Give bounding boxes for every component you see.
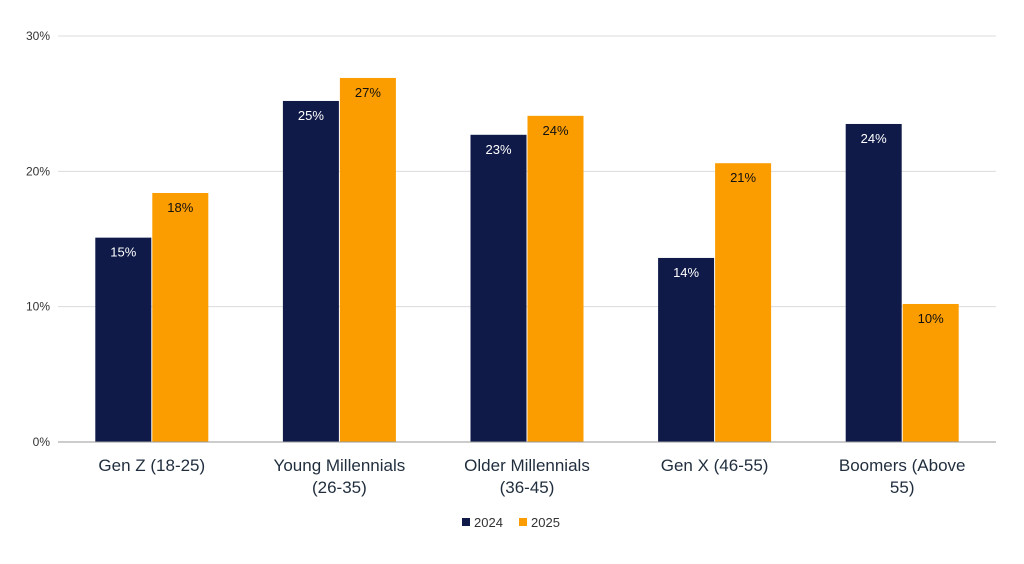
legend-label-2024: 2024 [474,515,503,530]
bar-2025-4 [902,303,959,442]
data-label-2025-3: 21% [730,170,756,185]
bar-2024-3 [658,257,715,442]
bar-2025-0 [152,192,209,442]
data-label-2024-4: 24% [861,131,887,146]
bar-2024-4 [845,123,902,442]
data-label-2025-4: 10% [918,311,944,326]
x-category-label: Young Millennials [274,456,406,475]
legend-swatch-2024 [462,518,470,526]
legend: 2024 2025 [462,515,560,530]
data-label-2024-0: 15% [110,245,136,260]
x-category-label: 55) [890,478,915,497]
y-tick-label: 0% [33,435,51,449]
bar-2024-2 [470,134,527,442]
data-label-2025-1: 27% [355,85,381,100]
y-tick-label: 30% [26,29,50,43]
y-tick-label: 20% [26,164,50,178]
data-labels: 15% 18% 25% 27% 23% 24% 14% 21% 24% 10% [110,85,944,326]
gridlines [58,35,996,308]
bar-2024-0 [95,237,152,442]
y-tick-label: 10% [26,300,50,314]
x-category-label: Gen Z (18-25) [98,456,205,475]
x-category-label: (26-35) [312,478,367,497]
bar-2025-2 [527,115,584,442]
data-label-2024-2: 23% [485,142,511,157]
x-category-label: Boomers (Above [839,456,966,475]
bar-2025-3 [715,163,772,443]
x-axis-category-labels: Gen Z (18-25) Young Millennials (26-35) Old… [98,456,965,497]
bar-2024-1 [282,100,339,443]
x-category-label: Gen X (46-55) [661,456,769,475]
legend-label-2025: 2025 [531,515,560,530]
x-category-label: Older Millennials [464,456,590,475]
x-category-label: (36-45) [500,478,555,497]
data-label-2025-0: 18% [167,200,193,215]
data-label-2024-1: 25% [298,108,324,123]
bars [95,77,959,443]
bar-2025-1 [339,77,396,442]
data-label-2024-3: 14% [673,265,699,280]
data-label-2025-2: 24% [542,123,568,138]
y-axis-tick-labels: 0% 10% 20% 30% [26,29,50,449]
legend-swatch-2025 [519,518,527,526]
